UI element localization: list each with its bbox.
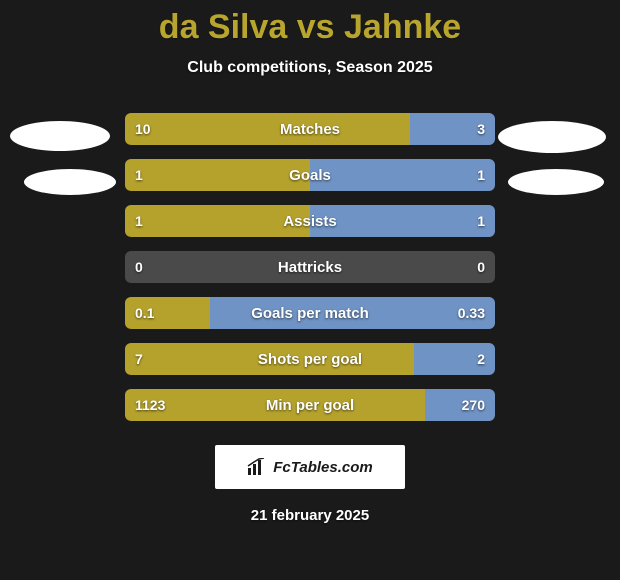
stat-bar: Goals11 bbox=[125, 159, 495, 191]
stat-bar: Goals per match0.10.33 bbox=[125, 297, 495, 329]
stat-bar-left-segment bbox=[125, 389, 425, 421]
stat-bar-left-segment bbox=[125, 159, 310, 191]
stat-bar-left-segment bbox=[125, 113, 410, 145]
stat-bar-left-segment bbox=[125, 205, 310, 237]
stat-bar: Matches103 bbox=[125, 113, 495, 145]
watermark-badge: FcTables.com bbox=[215, 445, 405, 489]
stat-bar-right-segment bbox=[425, 389, 495, 421]
stat-bar-right-segment bbox=[410, 113, 495, 145]
subtitle: Club competitions, Season 2025 bbox=[0, 59, 620, 77]
player-badge-right-2 bbox=[508, 169, 604, 195]
date-text: 21 february 2025 bbox=[0, 507, 620, 524]
watermark-text: FcTables.com bbox=[273, 459, 372, 476]
player-badge-left-2 bbox=[24, 169, 116, 195]
stat-bar-right-segment bbox=[210, 297, 495, 329]
stat-bar: Shots per goal72 bbox=[125, 343, 495, 375]
stat-bar-right-segment bbox=[414, 343, 495, 375]
player-badge-left-1 bbox=[10, 121, 110, 151]
player-badge-right-1 bbox=[498, 121, 606, 153]
stat-bar-right-segment bbox=[125, 251, 495, 283]
stat-bar: Assists11 bbox=[125, 205, 495, 237]
stat-bar-left-segment bbox=[125, 343, 414, 375]
stat-bar: Hattricks00 bbox=[125, 251, 495, 283]
chart-icon bbox=[247, 458, 267, 476]
page-title: da Silva vs Jahnke bbox=[0, 0, 620, 47]
stat-bars: Matches103 Goals11 Assists11 Hattricks00 Goa… bbox=[125, 113, 495, 421]
comparison-stage: Matches103 Goals11 Assists11 Hattricks00 Goa… bbox=[0, 113, 620, 421]
stat-bar-right-segment bbox=[310, 159, 495, 191]
stat-bar-left-segment bbox=[125, 297, 210, 329]
stat-bar-right-segment bbox=[310, 205, 495, 237]
stat-bar: Min per goal1123270 bbox=[125, 389, 495, 421]
